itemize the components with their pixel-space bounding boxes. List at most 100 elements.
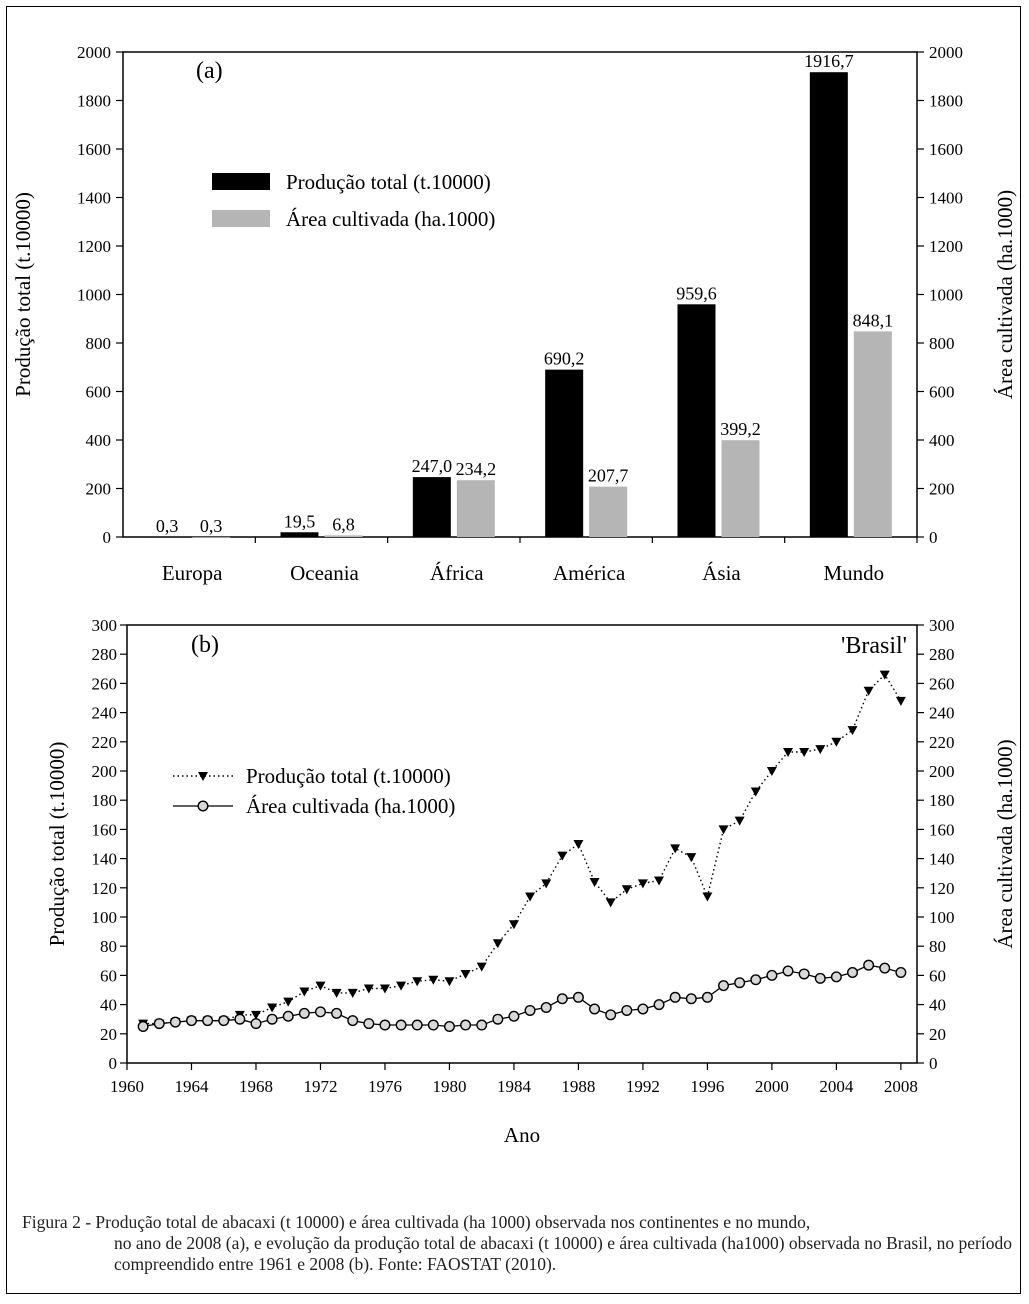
bar-value-label: 247,0 <box>412 456 453 476</box>
point-area <box>669 991 681 1003</box>
point-area <box>653 999 665 1011</box>
point-producao <box>702 892 713 902</box>
point-area <box>782 965 794 977</box>
plot-b-border <box>126 624 918 1064</box>
point-area <box>621 1004 633 1016</box>
point-area <box>347 1015 359 1027</box>
panel-label-a: (a) <box>196 58 223 84</box>
point-producao <box>750 787 761 797</box>
x-tick-label: 1992 <box>626 1077 660 1096</box>
bar-value-label: 848,1 <box>853 310 894 330</box>
point-producao <box>637 879 648 889</box>
point-producao <box>347 988 358 998</box>
point-producao <box>605 898 616 908</box>
y-tick-label-right: 20 <box>929 1025 946 1044</box>
y-tick-label-right: 60 <box>929 966 946 985</box>
y-tick-label-left: 160 <box>92 820 118 839</box>
x-tick-label: 2000 <box>755 1077 789 1096</box>
legend-label-area: Área cultivada (ha.1000) <box>286 207 495 231</box>
point-area <box>137 1021 149 1033</box>
point-area <box>250 1018 262 1030</box>
point-producao <box>315 981 326 991</box>
point-producao <box>831 737 842 747</box>
category-label: América <box>553 561 626 585</box>
point-producao <box>654 876 665 886</box>
point-producao <box>331 988 342 998</box>
y-tick-label-right: 40 <box>929 996 946 1015</box>
y-tick-label-left: 1200 <box>77 237 111 256</box>
y-tick-label-right: 180 <box>929 791 955 810</box>
point-area <box>734 977 746 989</box>
point-area <box>298 1007 310 1019</box>
y-tick-label-left: 300 <box>92 616 118 635</box>
y-tick-label-left: 20 <box>100 1025 117 1044</box>
x-axis-label: Ano <box>504 1123 540 1147</box>
caption-lead: Figura 2 - Produção total de abacaxi (t … <box>22 1212 811 1232</box>
bar-area <box>853 331 892 537</box>
y-tick-label-right: 140 <box>929 850 955 869</box>
point-area <box>572 991 584 1003</box>
x-tick-label: 1980 <box>432 1077 466 1096</box>
category-label: Europa <box>162 561 223 585</box>
bar-producao <box>280 532 319 537</box>
bar-producao <box>148 536 187 538</box>
y-tick-label-right: 800 <box>929 334 955 353</box>
y-tick-label-left: 140 <box>92 850 118 869</box>
point-producao <box>267 1003 278 1013</box>
y-tick-label-right: 280 <box>929 645 955 664</box>
x-tick-label: 1984 <box>497 1077 532 1096</box>
point-area <box>476 1019 488 1031</box>
y-tick-label-right: 2000 <box>929 43 963 62</box>
x-tick-label: 1996 <box>690 1077 724 1096</box>
legend-label-producao: Produção total (t.10000) <box>246 764 451 788</box>
y-tick-label-left: 400 <box>86 431 112 450</box>
point-producao <box>476 962 487 972</box>
point-producao <box>799 748 810 758</box>
y-tick-label-left: 80 <box>100 937 117 956</box>
y-tick-label-right: 200 <box>929 480 955 499</box>
chart-a-bar: 0 0 200 200 400 400 600 600 800 800 1000 1000 1200 12… <box>11 43 1017 585</box>
bar-value-label: 959,6 <box>676 283 717 303</box>
point-producao <box>766 767 777 776</box>
x-tick-label: 1988 <box>561 1077 595 1096</box>
point-producao <box>895 696 906 706</box>
point-area <box>202 1015 214 1027</box>
y-tick-label-left: 1000 <box>77 286 111 305</box>
point-producao <box>428 975 439 985</box>
x-tick-label: 1972 <box>303 1077 337 1096</box>
y-tick-label-right: 100 <box>929 908 955 927</box>
point-producao <box>815 745 826 755</box>
y-tick-label-left: 220 <box>92 733 118 752</box>
point-area <box>524 1004 536 1016</box>
point-producao <box>557 851 568 861</box>
point-area <box>879 962 891 974</box>
point-producao <box>734 816 745 826</box>
point-area <box>863 959 875 971</box>
point-producao <box>460 969 471 979</box>
point-area <box>766 969 778 981</box>
point-area <box>798 968 810 980</box>
legend-marker-producao <box>198 772 208 781</box>
y-tick-label-left: 180 <box>92 791 118 810</box>
point-area <box>750 974 762 986</box>
bar-area <box>721 440 760 537</box>
y-tick-label-left: 1800 <box>77 92 111 111</box>
legend-label-producao: Produção total (t.10000) <box>286 170 491 194</box>
bar-producao <box>809 72 848 537</box>
y-tick-label-right: 160 <box>929 820 955 839</box>
point-area <box>379 1019 391 1031</box>
y-tick-label-right: 600 <box>929 383 955 402</box>
point-area <box>556 993 568 1005</box>
point-area <box>234 1013 246 1025</box>
point-area <box>314 1006 326 1018</box>
y-tick-label-right: 240 <box>929 704 955 723</box>
x-tick-label: 1976 <box>368 1077 402 1096</box>
y-tick-label-left: 0 <box>103 528 112 547</box>
point-area <box>830 971 842 983</box>
point-producao <box>541 879 552 889</box>
panel-label-b: (b) <box>191 632 219 658</box>
y-tick-label-left: 120 <box>92 879 118 898</box>
bar-area <box>324 535 363 537</box>
point-area <box>492 1013 504 1025</box>
